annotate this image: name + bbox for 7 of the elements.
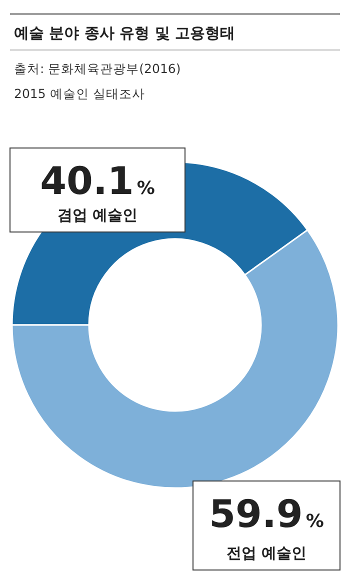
chart-title: 예술 분야 종사 유형 및 고용형태 [14, 24, 236, 42]
text: 2015 예술인 실태조사 [14, 86, 145, 101]
slice-label: 전업 예술인 [226, 544, 307, 562]
data-label: 40.1% [40, 159, 155, 203]
slice-label: 겸업 예술인 [57, 206, 138, 224]
source-note: 출처: 문화체육관광부(2016) [14, 61, 181, 76]
data-label: 59.9% [209, 492, 324, 536]
